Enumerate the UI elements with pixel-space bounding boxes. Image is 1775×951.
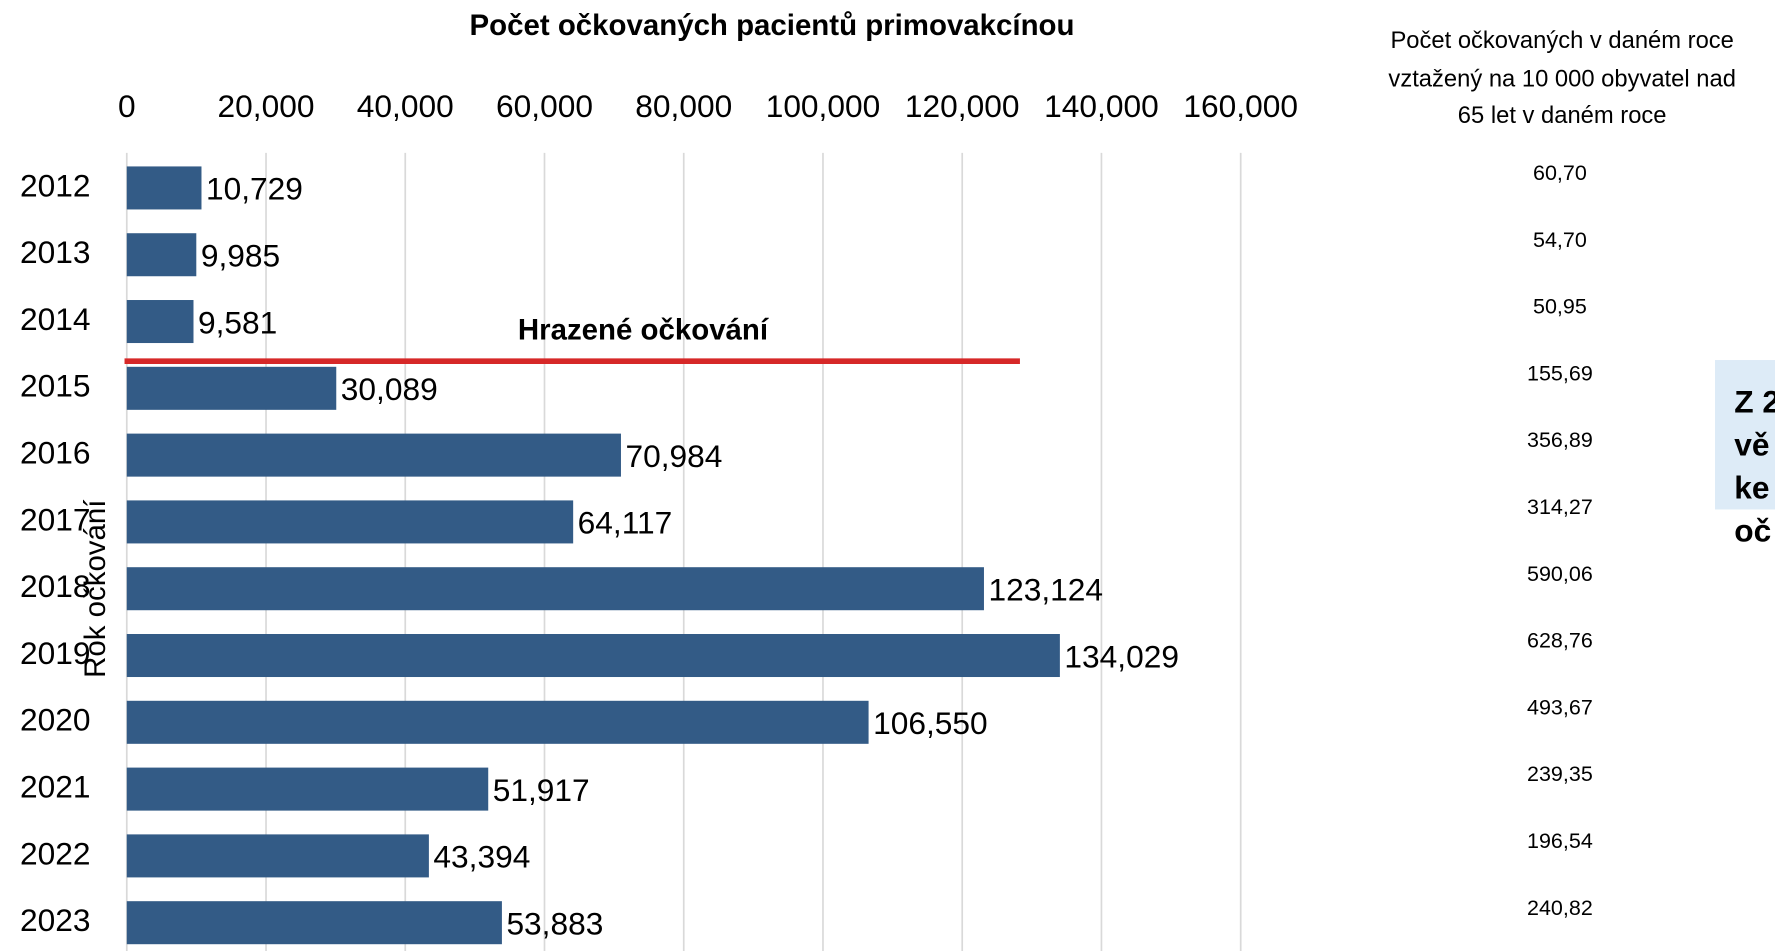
x-tick-label: 0	[118, 88, 136, 124]
bar	[126, 834, 429, 878]
y-tick-label: 2021	[20, 768, 90, 804]
y-tick-label: 2016	[20, 434, 90, 470]
y-tick-label: 2022	[20, 835, 90, 871]
column-header: vztažený na 10 000 obyvatel nad	[1388, 66, 1735, 93]
y-tick-label: 2015	[20, 368, 90, 404]
bar	[126, 901, 502, 945]
data-label: 134,029	[1064, 638, 1179, 674]
rate-value: 155,69	[1527, 361, 1593, 385]
rate-value: 314,27	[1527, 495, 1593, 519]
y-axis-label: Rok očkování	[79, 499, 112, 678]
data-label: 106,550	[873, 705, 988, 741]
data-label: 9,581	[198, 304, 277, 340]
bar	[126, 700, 869, 744]
data-label: 51,917	[493, 772, 590, 808]
x-tick-label: 80,000	[635, 88, 732, 124]
bar	[126, 366, 337, 410]
y-tick-label: 2019	[20, 635, 90, 671]
rate-value: 356,89	[1527, 428, 1593, 452]
bar	[126, 300, 194, 344]
bar	[126, 433, 621, 477]
data-label: 10,729	[206, 171, 303, 207]
bar	[126, 767, 489, 811]
callout-box	[1715, 360, 1775, 510]
y-tick-label: 2014	[20, 301, 90, 337]
plot: 0 20,000 40,000 60,000 80,000 100,000 120,000 1…	[20, 88, 1593, 951]
bar	[126, 634, 1060, 678]
data-label: 123,124	[988, 571, 1103, 607]
chart-title: Počet očkovaných pacientů primovakcínou	[470, 9, 1075, 42]
callout-text: oč	[1734, 513, 1771, 549]
data-label: 64,117	[578, 505, 673, 541]
y-tick-label: 2013	[20, 234, 90, 270]
x-tick-label: 100,000	[766, 88, 881, 124]
data-label: 43,394	[433, 839, 530, 875]
callout-text: Z 2	[1734, 384, 1775, 420]
rate-value: 590,06	[1527, 562, 1593, 586]
rate-value: 54,70	[1533, 228, 1587, 252]
callout-text: ke	[1734, 470, 1769, 506]
rate-value: 60,70	[1533, 161, 1587, 185]
bar	[126, 233, 197, 277]
y-tick-label: 2017	[20, 501, 90, 537]
data-label: 53,883	[506, 905, 603, 941]
rate-value: 50,95	[1533, 295, 1587, 319]
data-label: 30,089	[341, 371, 438, 407]
rate-value: 196,54	[1527, 829, 1593, 853]
rate-value: 240,82	[1527, 896, 1593, 920]
bar	[126, 567, 984, 611]
rate-value: 239,35	[1527, 762, 1593, 786]
x-tick-label: 160,000	[1183, 88, 1298, 124]
data-label: 70,984	[625, 438, 722, 474]
data-label: 9,985	[201, 238, 280, 274]
x-tick-label: 60,000	[496, 88, 593, 124]
y-tick-label: 2012	[20, 167, 90, 203]
x-tick-label: 120,000	[905, 88, 1020, 124]
x-tick-label: 40,000	[357, 88, 454, 124]
y-tick-label: 2023	[20, 902, 90, 938]
callout-text: vě	[1734, 427, 1769, 463]
bar	[126, 500, 574, 544]
rate-value: 628,76	[1527, 629, 1593, 653]
y-tick-label: 2018	[20, 568, 90, 604]
column-header: 65 let v daném roce	[1458, 102, 1667, 129]
x-tick-label: 140,000	[1044, 88, 1159, 124]
rate-value: 493,67	[1527, 695, 1593, 719]
annotation-text: Hrazené očkování	[518, 313, 769, 346]
x-tick-label: 20,000	[218, 88, 315, 124]
bar	[126, 166, 202, 210]
y-tick-label: 2020	[20, 702, 90, 738]
column-header: Počet očkovaných v daném roce	[1390, 27, 1733, 54]
